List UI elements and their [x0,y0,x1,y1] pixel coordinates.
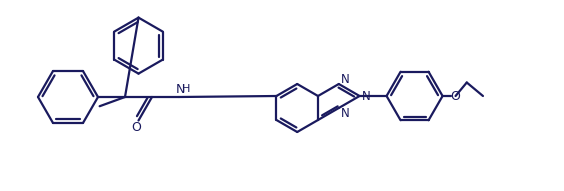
Text: N: N [175,83,184,96]
Text: H: H [182,84,190,94]
Text: N: N [341,107,349,120]
Text: N: N [362,90,371,103]
Text: O: O [131,121,142,134]
Text: O: O [451,90,461,103]
Text: N: N [341,73,349,86]
